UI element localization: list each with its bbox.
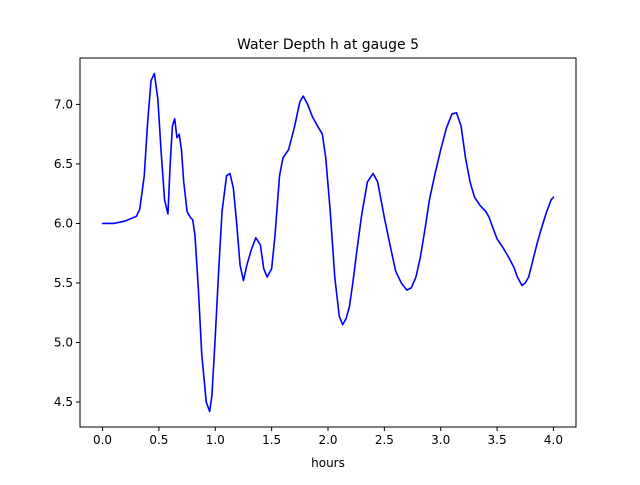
y-tick-label: 5.5 [54, 276, 73, 290]
x-axis-label: hours [311, 456, 345, 470]
plot-area: 0.0 0.5 1.0 1.5 2.0 2.5 3.0 3.5 4.0 4.5 5.0 5.5 6.0 6… [54, 57, 577, 447]
x-tick-label: 0.0 [93, 433, 112, 447]
x-tick-label: 4.0 [544, 433, 563, 447]
y-tick-label: 6.5 [54, 157, 73, 171]
x-tick-label: 3.5 [488, 433, 507, 447]
y-tick-label: 6.0 [54, 216, 73, 230]
series-line-0 [101, 72, 555, 413]
chart-title: Water Depth h at gauge 5 [237, 37, 419, 53]
x-tick-label: 1.5 [262, 433, 281, 447]
x-tick-label: 0.5 [149, 433, 168, 447]
x-tick-label: 3.0 [431, 433, 450, 447]
x-tick-label: 2.0 [318, 433, 337, 447]
y-tick-label: 4.5 [54, 395, 73, 409]
x-tick-label: 1.0 [206, 433, 225, 447]
x-tick-label: 2.5 [375, 433, 394, 447]
y-tick-label: 5.0 [54, 335, 73, 349]
y-tick-label: 7.0 [54, 97, 73, 111]
